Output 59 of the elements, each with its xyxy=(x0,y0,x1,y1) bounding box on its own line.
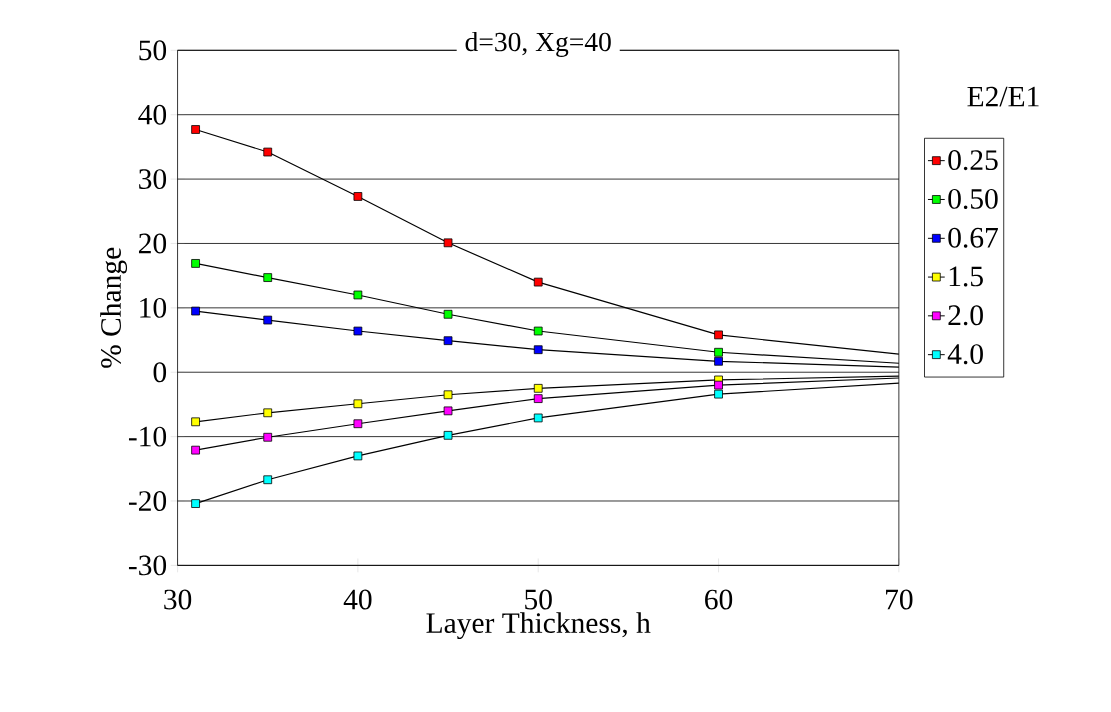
point xyxy=(443,309,453,319)
point xyxy=(191,499,200,508)
point xyxy=(443,390,453,399)
point xyxy=(263,432,273,442)
legend-label: 4.0 xyxy=(947,343,983,364)
point xyxy=(714,356,723,366)
point xyxy=(191,306,200,316)
y-tick-label: -10 xyxy=(128,426,167,447)
point xyxy=(353,290,363,300)
x-tick-label: 50 xyxy=(525,589,552,610)
point xyxy=(263,475,273,484)
point xyxy=(191,258,200,268)
point xyxy=(191,124,200,134)
y-tick-label: -30 xyxy=(128,555,167,576)
chart-title: d=30, Xg=40 xyxy=(465,31,611,57)
point xyxy=(353,191,363,201)
point xyxy=(443,406,453,416)
x-tick-label: 60 xyxy=(705,589,733,610)
x-tick-label: 40 xyxy=(343,589,372,610)
point xyxy=(443,336,453,345)
x-tick-label: 30 xyxy=(164,589,192,610)
point xyxy=(353,451,363,461)
point xyxy=(533,277,543,287)
y-tick-label: 0 xyxy=(153,362,167,382)
point xyxy=(263,315,273,325)
y-tick-label: -20 xyxy=(128,490,167,511)
point xyxy=(443,238,453,247)
legend-label: 0.25 xyxy=(948,149,998,170)
point xyxy=(533,394,543,403)
point xyxy=(353,419,363,428)
y-tick-label: 50 xyxy=(139,40,167,61)
x-axis-title: Layer Thickness, h xyxy=(426,612,651,639)
point xyxy=(714,380,723,390)
y-tick-label: 20 xyxy=(138,233,167,254)
point xyxy=(191,445,200,455)
x-tick-label: 70 xyxy=(886,589,913,610)
point xyxy=(263,273,273,282)
point xyxy=(191,417,200,426)
legend-label: 2.0 xyxy=(948,305,983,326)
point xyxy=(533,413,543,423)
point xyxy=(443,430,453,440)
legend-title: E2/E1 xyxy=(967,86,1039,107)
point xyxy=(533,345,543,354)
point xyxy=(353,326,363,336)
y-tick-label: 30 xyxy=(139,168,167,189)
point xyxy=(714,347,723,357)
y-axis-title: % Change xyxy=(100,247,128,368)
point xyxy=(353,399,363,408)
point xyxy=(263,147,273,157)
legend-label: 0.67 xyxy=(948,227,998,248)
point xyxy=(263,408,273,417)
y-tick-label: 40 xyxy=(138,104,167,125)
point xyxy=(533,383,543,393)
legend-label: 0.50 xyxy=(948,188,998,209)
point xyxy=(714,389,723,399)
legend-label: 1.5 xyxy=(949,266,983,287)
point xyxy=(714,330,723,340)
point xyxy=(533,326,543,336)
y-tick-label: 10 xyxy=(140,297,167,318)
